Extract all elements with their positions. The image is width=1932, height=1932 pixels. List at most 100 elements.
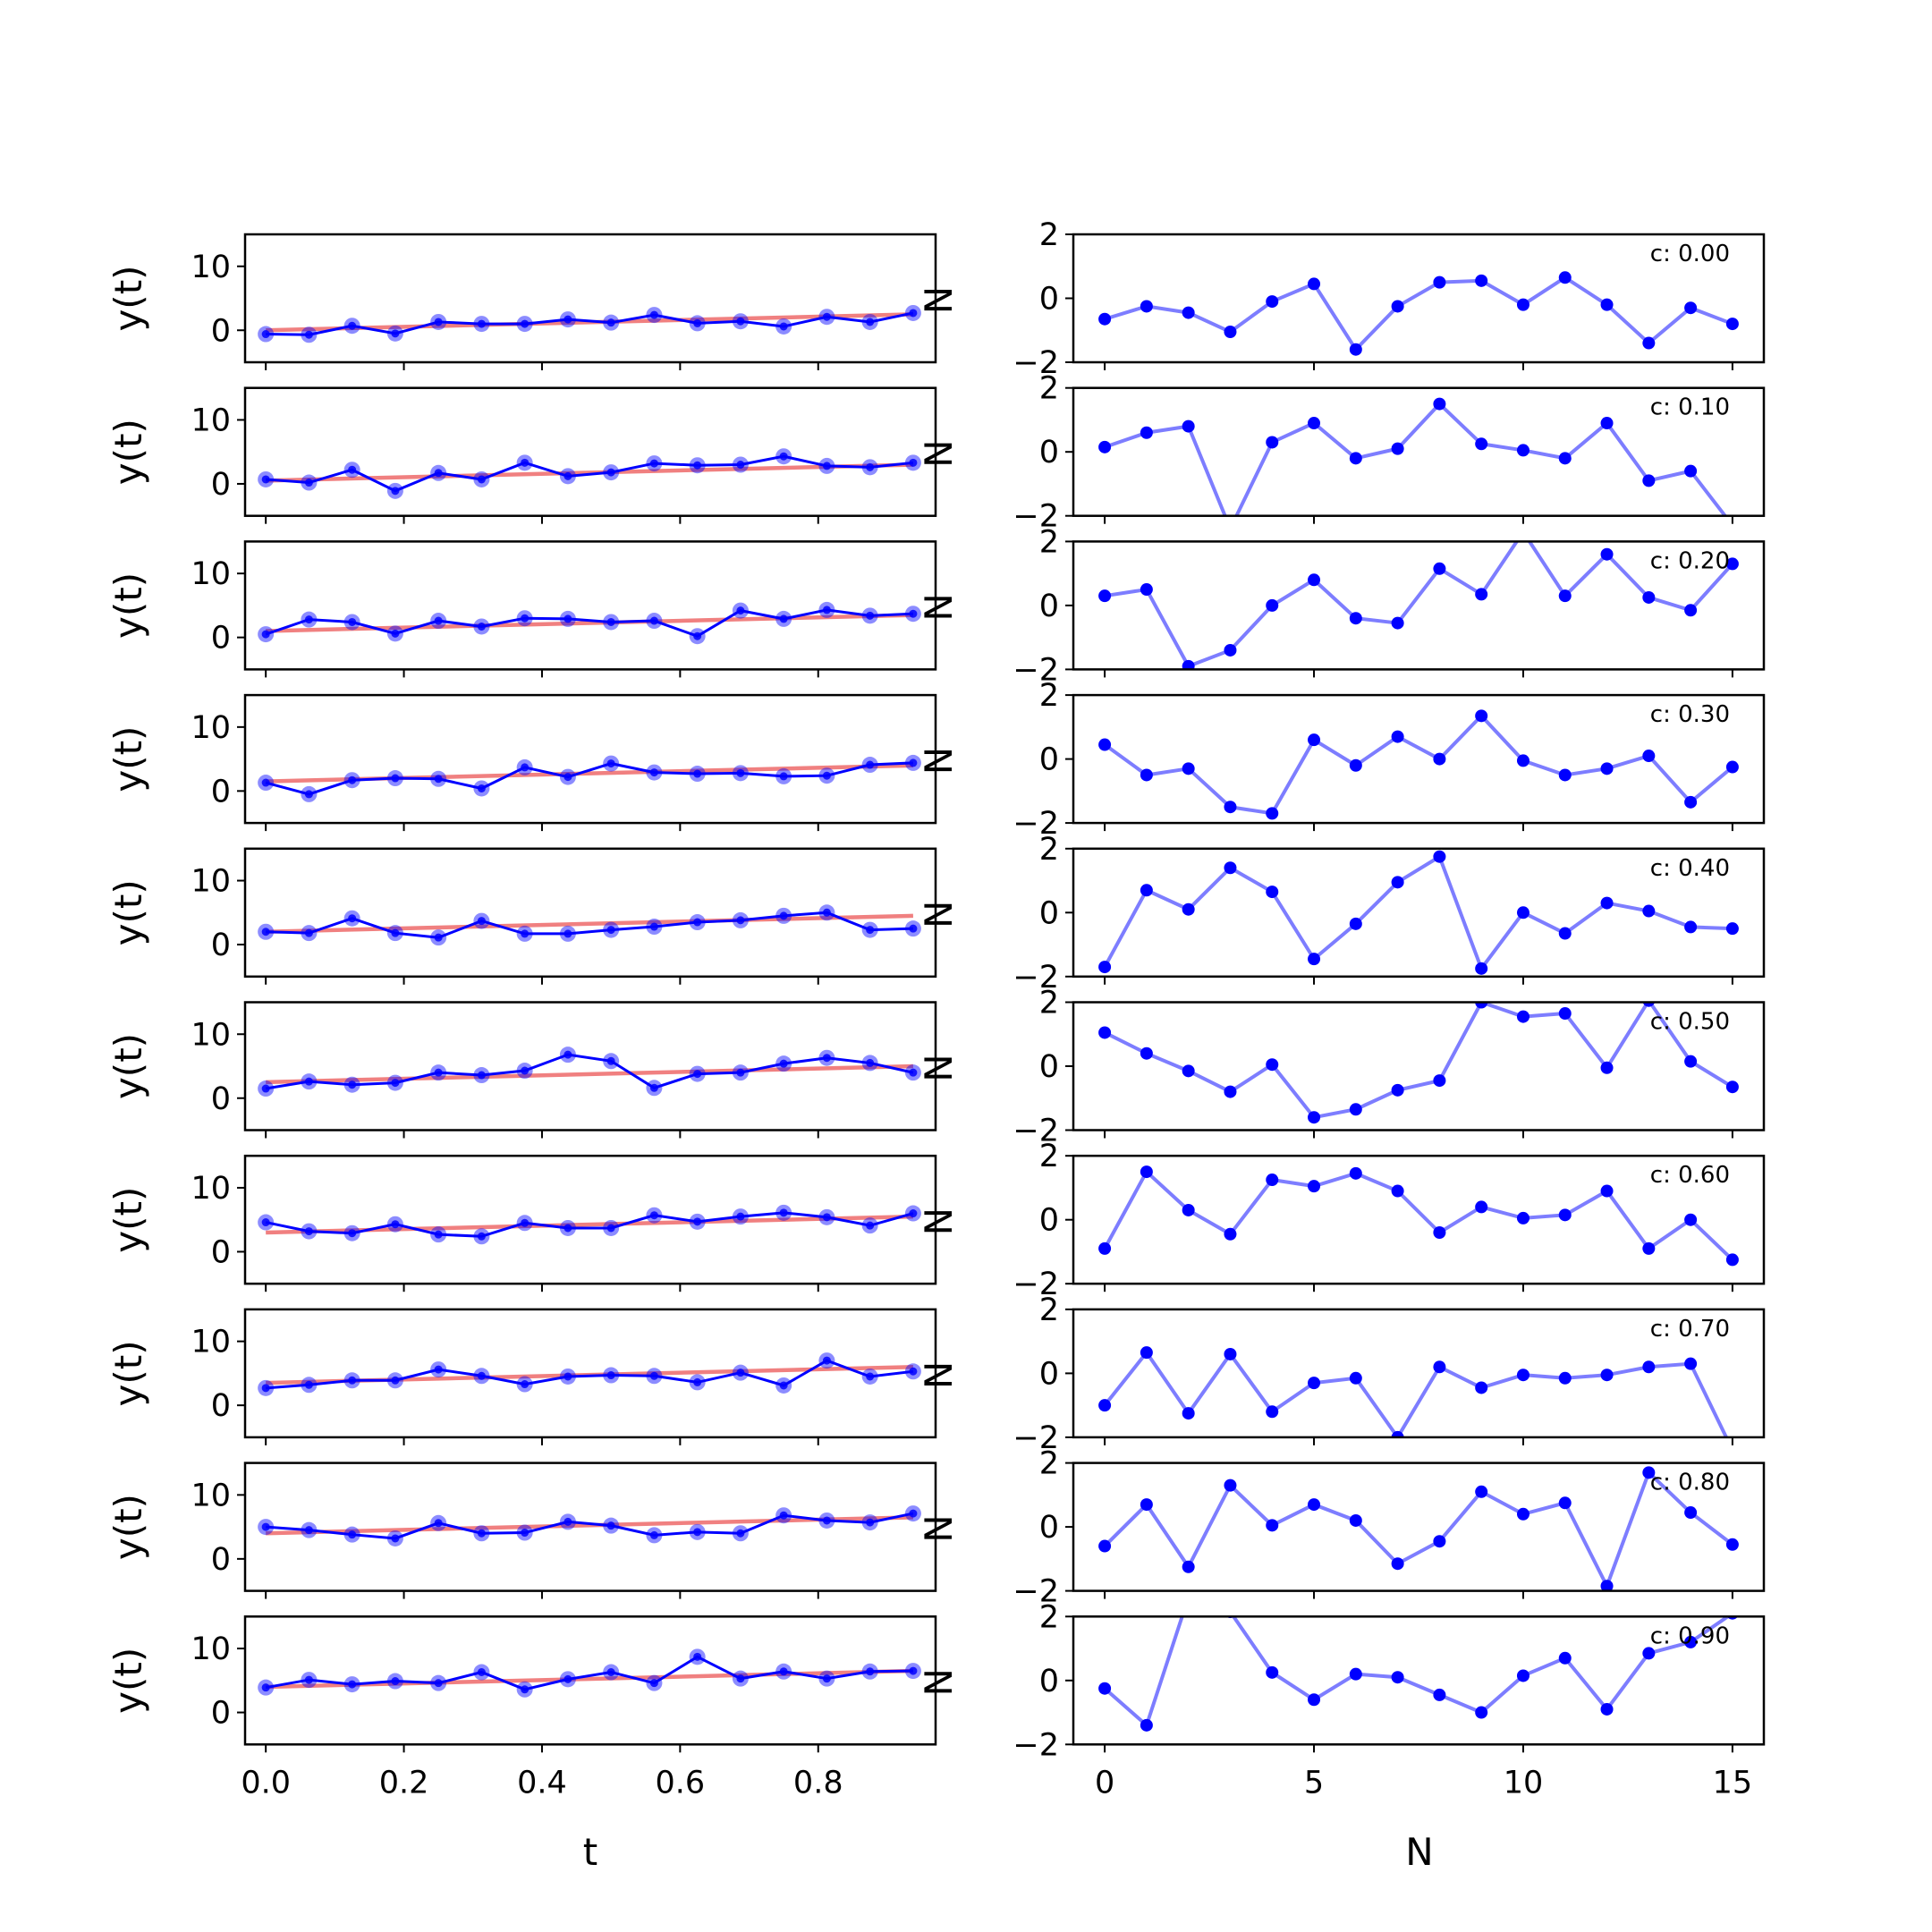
y-tick-label: −2 [1013, 652, 1059, 688]
residual-point [1182, 902, 1195, 916]
residual-point [1475, 274, 1488, 287]
y-tick-label: −2 [1013, 1267, 1059, 1302]
residual-point [1308, 1693, 1321, 1707]
residual-point [1391, 1430, 1404, 1437]
data-point [736, 1529, 745, 1538]
x-tick-label: 0.4 [517, 1765, 567, 1801]
data-point [649, 310, 658, 319]
data-point [909, 1666, 918, 1675]
residual-point [1140, 1346, 1153, 1360]
residual-point [1140, 1718, 1153, 1732]
right-plot-area [1098, 1616, 1738, 1732]
data-point [304, 1380, 313, 1389]
y-tick-label: −2 [1013, 806, 1059, 842]
left-plot-area [258, 304, 921, 343]
right-subplot: c: 0.10 −2 0 2 [1013, 371, 1766, 535]
right-subplot: c: 0.50 −2 0 2 [1013, 986, 1766, 1149]
coefficient-annotation: c: 0.90 [1650, 1623, 1730, 1649]
residual-line [1103, 713, 1734, 816]
right-plot-area [1098, 541, 1739, 670]
y-axis-title: y(t) [106, 879, 150, 945]
data-point [304, 1675, 313, 1684]
y-tick-label: 0 [1039, 1356, 1059, 1392]
right-subplot: c: 0.30 −2 0 2 [1013, 678, 1766, 842]
residual-point [1140, 300, 1153, 313]
coefficient-annotation: c: 0.40 [1650, 855, 1730, 882]
residual-point [1558, 1651, 1572, 1665]
residual-point [1725, 557, 1739, 571]
axes-frame [243, 1462, 937, 1592]
residual-point [1098, 1241, 1112, 1255]
data-point [606, 1224, 615, 1233]
y-tick-label: 0 [1039, 742, 1059, 778]
data-point [909, 309, 918, 318]
data-point [477, 1071, 486, 1080]
residual-point [1516, 1211, 1530, 1224]
residual-point [1182, 659, 1195, 670]
residual-point [1600, 1702, 1614, 1716]
data-point [649, 1530, 658, 1539]
left-plot-area [258, 1204, 921, 1245]
data-point [391, 774, 400, 783]
residual-point [1391, 1184, 1404, 1198]
y-axis-title: y(t) [106, 419, 150, 485]
y-tick-label: 2 [1039, 1139, 1059, 1174]
data-point [866, 926, 875, 935]
residual-point [1684, 464, 1698, 478]
residual-point [1098, 440, 1112, 453]
residual-point [1391, 876, 1404, 889]
y-tick-label: 10 [191, 1631, 231, 1667]
residual-point [1391, 442, 1404, 455]
data-series-line [265, 1211, 914, 1238]
data-point [391, 928, 400, 937]
data-point [521, 458, 530, 467]
data-point [434, 318, 443, 326]
data-point [434, 469, 443, 478]
data-point [521, 1218, 530, 1227]
residual-point [1098, 1026, 1112, 1039]
data-point [693, 631, 702, 640]
y-tick-label: 10 [191, 402, 231, 438]
left-subplot: 0 10 y(t) N [106, 693, 961, 832]
residual-point [1224, 522, 1236, 535]
x-tick-label: 0 [1095, 1765, 1114, 1801]
data-point [736, 1674, 745, 1683]
residual-point [1433, 1688, 1446, 1701]
data-point [822, 462, 831, 470]
residual-point [1391, 616, 1404, 630]
data-point [348, 1680, 357, 1689]
y-tick-label: 2 [1039, 524, 1059, 560]
right-y-axis-title-clipped: N [917, 1514, 961, 1542]
data-point [779, 772, 788, 781]
fit-line [266, 913, 913, 934]
data-point [866, 760, 875, 769]
residual-point [1308, 277, 1321, 291]
right-plot-area [1098, 1165, 1739, 1267]
residual-point [1308, 1377, 1321, 1390]
residual-line [1104, 275, 1733, 352]
data-point [822, 312, 831, 321]
data-point [693, 1377, 702, 1386]
residual-point [1725, 1080, 1739, 1094]
y-tick-label: 0 [211, 928, 231, 963]
data-point [304, 1227, 313, 1236]
data-point [434, 933, 443, 942]
residual-point [1433, 850, 1446, 863]
residual-point [1224, 861, 1237, 875]
y-axis-title: y(t) [106, 1494, 150, 1560]
data-point [649, 922, 658, 931]
data-point [606, 318, 615, 327]
y-tick-label: 10 [191, 1171, 231, 1207]
y-tick-label: 2 [1039, 832, 1059, 868]
residual-point [1266, 1174, 1279, 1187]
data-point [736, 606, 745, 615]
axes-frame [243, 386, 937, 517]
residual-point [1140, 426, 1153, 439]
residual-point [1182, 1407, 1195, 1420]
data-series-line [265, 761, 913, 796]
residual-point [1433, 1360, 1446, 1374]
y-tick-label: 2 [1039, 678, 1059, 714]
residual-point [1224, 1479, 1237, 1492]
residual-point [1433, 1074, 1446, 1088]
residual-point [1475, 709, 1488, 723]
